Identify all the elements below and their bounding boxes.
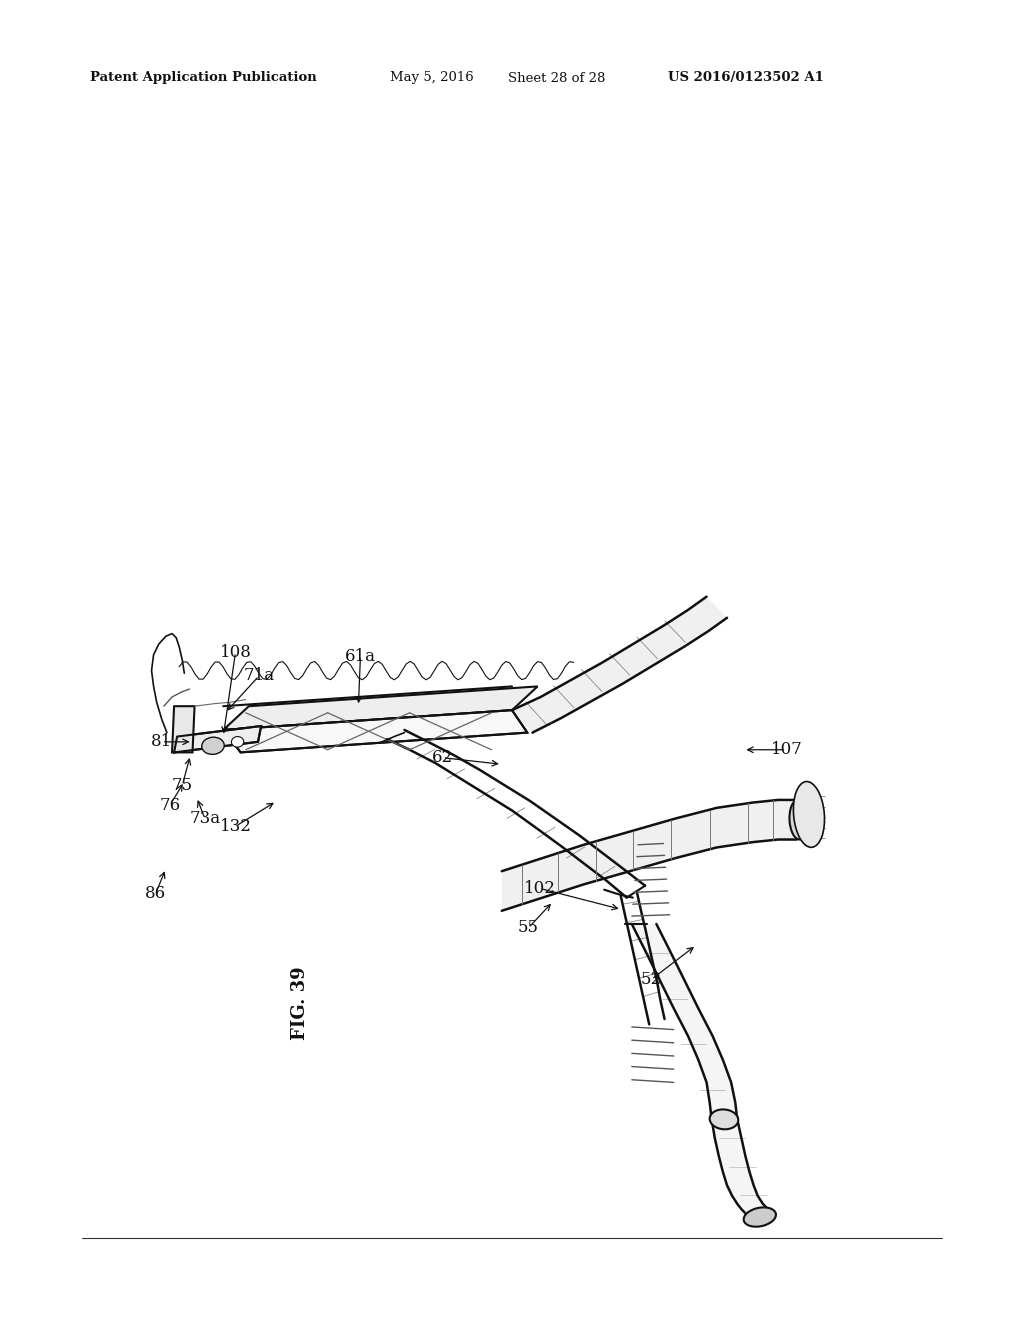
- Ellipse shape: [710, 1109, 738, 1130]
- Text: 73a: 73a: [189, 810, 220, 826]
- Text: 76: 76: [160, 797, 180, 813]
- Text: US 2016/0123502 A1: US 2016/0123502 A1: [668, 71, 824, 84]
- Text: 132: 132: [219, 818, 252, 834]
- Text: 108: 108: [219, 644, 252, 660]
- Polygon shape: [502, 800, 797, 911]
- Text: 61a: 61a: [345, 648, 376, 664]
- Text: Sheet 28 of 28: Sheet 28 of 28: [508, 71, 605, 84]
- Ellipse shape: [794, 781, 824, 847]
- Polygon shape: [632, 924, 737, 1119]
- Text: 102: 102: [523, 880, 556, 896]
- Text: Patent Application Publication: Patent Application Publication: [90, 71, 316, 84]
- Text: 81: 81: [152, 734, 172, 750]
- Polygon shape: [172, 706, 195, 752]
- Ellipse shape: [202, 737, 224, 755]
- Text: 86: 86: [145, 886, 166, 902]
- Text: 62: 62: [432, 750, 453, 766]
- Polygon shape: [512, 597, 727, 733]
- Ellipse shape: [231, 737, 244, 747]
- Polygon shape: [174, 726, 261, 752]
- Text: FIG. 39: FIG. 39: [291, 966, 309, 1040]
- Polygon shape: [223, 686, 538, 730]
- Text: 107: 107: [770, 742, 803, 758]
- Ellipse shape: [790, 800, 808, 840]
- Polygon shape: [712, 1119, 774, 1214]
- Polygon shape: [223, 710, 527, 752]
- Ellipse shape: [743, 1208, 776, 1226]
- Text: 71a: 71a: [244, 668, 274, 684]
- Text: 52: 52: [641, 972, 662, 987]
- Text: 55: 55: [518, 920, 539, 936]
- Text: May 5, 2016: May 5, 2016: [390, 71, 474, 84]
- Text: 75: 75: [172, 777, 193, 793]
